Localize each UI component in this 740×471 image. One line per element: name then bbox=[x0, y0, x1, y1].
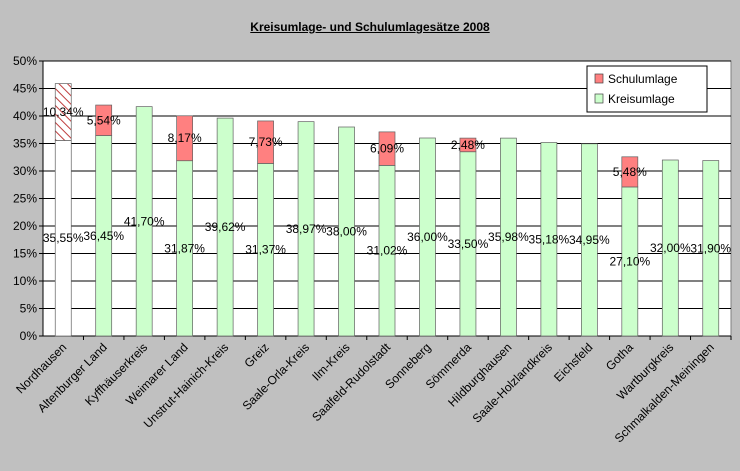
data-label-kreisumlage: 38,00% bbox=[326, 225, 367, 239]
data-label-kreisumlage: 33,50% bbox=[448, 237, 489, 251]
data-label-kreisumlage: 31,37% bbox=[245, 243, 286, 257]
bar-schulumlage bbox=[378, 131, 396, 166]
data-label-kreisumlage: 27,10% bbox=[609, 254, 650, 268]
y-tick-label: 35% bbox=[13, 137, 37, 151]
bar-schulumlage bbox=[257, 120, 274, 164]
data-label-kreisumlage: 31,90% bbox=[690, 241, 731, 255]
y-tick-label: 20% bbox=[13, 219, 37, 233]
y-tick-label: 0% bbox=[20, 329, 38, 343]
data-label-kreisumlage: 35,55% bbox=[43, 231, 84, 245]
data-label-kreisumlage: 31,87% bbox=[164, 241, 205, 255]
category-label: Saale-Holzlandkreis bbox=[470, 340, 555, 425]
bar-kreisumlage bbox=[581, 143, 598, 337]
y-tick-label: 30% bbox=[13, 164, 37, 178]
y-tick-label: 25% bbox=[13, 192, 37, 206]
bar-schulumlage bbox=[54, 83, 72, 141]
bar-schulumlage bbox=[176, 115, 193, 162]
data-label-kreisumlage: 35,98% bbox=[488, 230, 529, 244]
category-label: Saalfeld-Rudolstadt bbox=[309, 340, 393, 424]
data-label-kreisumlage: 35,18% bbox=[529, 232, 570, 246]
data-label-kreisumlage: 34,95% bbox=[569, 233, 610, 247]
bar-kreisumlage bbox=[661, 159, 679, 337]
legend-label: Schulumlage bbox=[608, 72, 678, 86]
data-label-schulumlage: 7,73% bbox=[249, 135, 283, 149]
bar-kreisumlage bbox=[216, 117, 234, 337]
data-label-kreisumlage: 41,70% bbox=[124, 214, 165, 228]
bar-kreisumlage bbox=[338, 126, 355, 337]
y-tick-label: 50% bbox=[13, 54, 37, 68]
y-tick-label: 10% bbox=[13, 274, 37, 288]
data-label-schulumlage: 5,54% bbox=[87, 113, 121, 127]
bar-schulumlage bbox=[621, 156, 639, 188]
data-label-schulumlage: 5,48% bbox=[613, 165, 647, 179]
bar-kreisumlage bbox=[135, 106, 153, 337]
category-label: Altenburger Land bbox=[35, 340, 110, 415]
y-tick-label: 15% bbox=[13, 247, 37, 261]
data-label-kreisumlage: 39,62% bbox=[205, 220, 246, 234]
bar-kreisumlage bbox=[419, 137, 436, 337]
data-label-schulumlage: 10,34% bbox=[43, 105, 84, 119]
bar-kreisumlage bbox=[500, 137, 517, 337]
data-label-kreisumlage: 36,00% bbox=[407, 230, 448, 244]
chart-title: Kreisumlage- und Schulumlagesätze 2008 bbox=[250, 20, 490, 34]
data-label-kreisumlage: 31,02% bbox=[367, 244, 408, 258]
bar-schulumlage bbox=[95, 104, 113, 136]
category-label: Greiz bbox=[242, 340, 272, 370]
bar-kreisumlage bbox=[540, 142, 558, 337]
category-label: Eichsfeld bbox=[551, 340, 595, 384]
data-label-schulumlage: 2,48% bbox=[451, 138, 485, 152]
legend-box bbox=[586, 65, 708, 113]
data-label-schulumlage: 8,17% bbox=[168, 131, 202, 145]
bar-kreisumlage bbox=[297, 121, 315, 337]
data-label-schulumlage: 6,09% bbox=[370, 142, 404, 156]
y-tick-label: 40% bbox=[13, 109, 37, 123]
legend-swatch bbox=[594, 73, 604, 84]
category-label: Gotha bbox=[603, 340, 636, 373]
data-label-kreisumlage: 32,00% bbox=[650, 241, 691, 255]
y-tick-label: 5% bbox=[20, 302, 38, 316]
y-tick-label: 45% bbox=[13, 82, 37, 96]
bar-schulumlage bbox=[459, 137, 477, 153]
data-label-kreisumlage: 36,45% bbox=[83, 229, 124, 243]
legend-swatch bbox=[594, 93, 604, 104]
bar-kreisumlage bbox=[702, 160, 720, 337]
data-label-kreisumlage: 38,97% bbox=[286, 222, 327, 236]
legend-label: Kreisumlage bbox=[608, 92, 675, 106]
